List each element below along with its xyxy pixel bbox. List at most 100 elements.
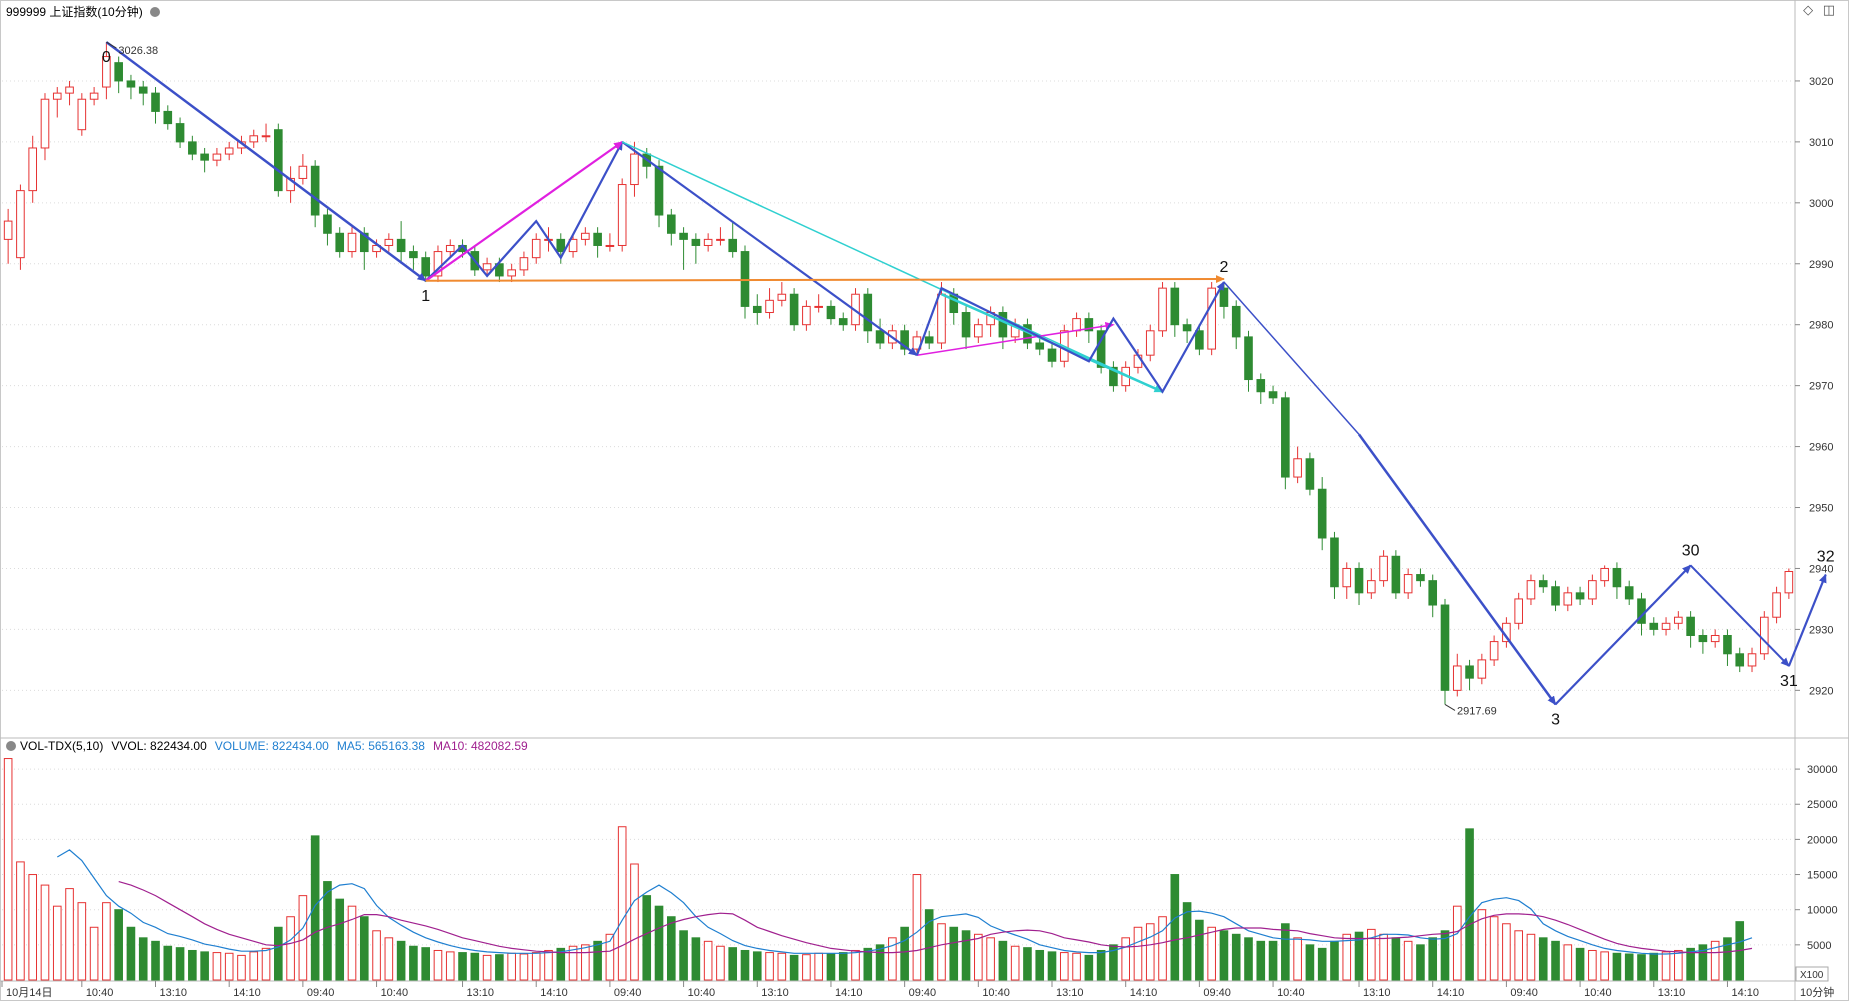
volume-bar bbox=[1551, 940, 1560, 981]
volume-bar bbox=[1637, 954, 1646, 981]
volume-bar bbox=[114, 909, 123, 981]
candle-body bbox=[1674, 616, 1683, 624]
candle-body bbox=[445, 244, 455, 253]
candle-body bbox=[1428, 580, 1438, 606]
candle-body bbox=[114, 62, 123, 82]
volume-bar bbox=[89, 926, 99, 981]
candle-body bbox=[998, 312, 1008, 338]
candle-body bbox=[691, 238, 701, 246]
volume-bar bbox=[1526, 933, 1536, 981]
window-controls: ◇ ◫ bbox=[1797, 2, 1835, 18]
volume-bar bbox=[1072, 952, 1081, 981]
candle-body bbox=[396, 238, 406, 253]
volume-bar bbox=[1342, 933, 1352, 981]
candle-body bbox=[1477, 659, 1487, 679]
volume-bar bbox=[372, 930, 381, 981]
wave-line bbox=[425, 275, 1225, 284]
time-tick-label: 10:40 bbox=[86, 987, 114, 999]
price-tick-label: 2930 bbox=[1809, 624, 1833, 636]
volume-bar bbox=[949, 926, 959, 981]
window-restore-icon[interactable]: ◫ bbox=[1822, 2, 1835, 17]
candle-body bbox=[1035, 342, 1045, 350]
candle-body bbox=[605, 244, 615, 247]
volume-bar bbox=[875, 944, 885, 981]
volume-bar bbox=[163, 945, 173, 981]
volume-bar bbox=[1367, 928, 1376, 981]
volume-bar bbox=[1416, 944, 1425, 981]
volume-bar bbox=[507, 952, 516, 981]
volume-bar bbox=[384, 937, 394, 981]
volume-bar bbox=[1514, 930, 1523, 981]
volume-bar bbox=[1268, 940, 1278, 981]
candle-body bbox=[1256, 379, 1266, 393]
time-tick-label: 10:40 bbox=[1277, 987, 1305, 999]
price-tick-label: 2940 bbox=[1809, 563, 1833, 575]
candle-body bbox=[1575, 592, 1585, 600]
volume-bar bbox=[1452, 905, 1462, 981]
volume-bar bbox=[1354, 931, 1364, 981]
volume-bar bbox=[102, 902, 111, 981]
price-tick-label: 2960 bbox=[1809, 442, 1833, 454]
wave-label: 3 bbox=[1551, 711, 1560, 728]
candle-body bbox=[740, 251, 750, 307]
price-tick-label: 3020 bbox=[1809, 76, 1833, 88]
candle-body bbox=[507, 269, 516, 277]
volume-bar bbox=[1489, 916, 1499, 981]
volume-bar bbox=[789, 954, 799, 981]
candle-body bbox=[666, 214, 676, 234]
volume-bar bbox=[1010, 945, 1020, 981]
candle-body bbox=[826, 305, 836, 320]
high-marker bbox=[106, 41, 117, 49]
candle-body bbox=[1538, 580, 1548, 588]
volume-bar bbox=[458, 952, 467, 981]
time-tick-label: 14:10 bbox=[835, 987, 863, 999]
volume-bar bbox=[752, 951, 762, 981]
candle-body bbox=[937, 293, 946, 344]
candle-body bbox=[1219, 287, 1229, 307]
volume-bar bbox=[359, 916, 369, 981]
time-tick-label: 09:40 bbox=[1510, 987, 1538, 999]
candle-body bbox=[200, 153, 209, 161]
price-tick-label: 2980 bbox=[1809, 320, 1833, 332]
candle-body bbox=[1109, 366, 1118, 387]
candle-body bbox=[1293, 458, 1302, 478]
volume-bar bbox=[519, 953, 529, 981]
candle-body bbox=[261, 135, 271, 138]
volume-bar bbox=[863, 947, 873, 981]
volume-bar bbox=[1109, 944, 1118, 981]
volume-bar bbox=[654, 905, 664, 981]
volume-bar bbox=[802, 954, 811, 981]
candle-body bbox=[1710, 634, 1720, 643]
volume-bar bbox=[126, 926, 136, 981]
circle-dot-icon[interactable] bbox=[6, 741, 16, 751]
candle-body bbox=[1489, 641, 1499, 661]
volume-bar bbox=[826, 953, 836, 981]
wave-line bbox=[1357, 433, 1557, 706]
circle-dot-icon[interactable] bbox=[150, 7, 161, 17]
diamond-icon[interactable]: ◇ bbox=[1803, 2, 1814, 17]
time-tick-label: 09:40 bbox=[614, 987, 642, 999]
volume-bar bbox=[1023, 947, 1032, 981]
volume-bar bbox=[765, 952, 774, 981]
volume-bar bbox=[409, 945, 418, 981]
volume-tick-label: 25000 bbox=[1807, 799, 1838, 811]
candle-body bbox=[175, 123, 185, 143]
candle-body bbox=[777, 293, 787, 301]
volume-bar bbox=[568, 945, 578, 981]
candle-body bbox=[556, 238, 566, 253]
candle-body bbox=[924, 336, 934, 344]
candle-body bbox=[1195, 330, 1204, 350]
volume-bar bbox=[433, 949, 443, 981]
volume-bar bbox=[396, 940, 406, 981]
candle-body bbox=[679, 232, 688, 240]
price-tick-label: 3010 bbox=[1809, 137, 1833, 149]
candle-body bbox=[65, 86, 74, 94]
volume-bar bbox=[323, 881, 332, 981]
candle-body bbox=[1661, 622, 1671, 630]
candle-body bbox=[482, 263, 492, 271]
volume-value: VOLUME: 822434.00 bbox=[214, 739, 329, 753]
candle-body bbox=[126, 80, 136, 88]
volume-bar bbox=[531, 952, 541, 981]
wave-line bbox=[915, 281, 1225, 394]
